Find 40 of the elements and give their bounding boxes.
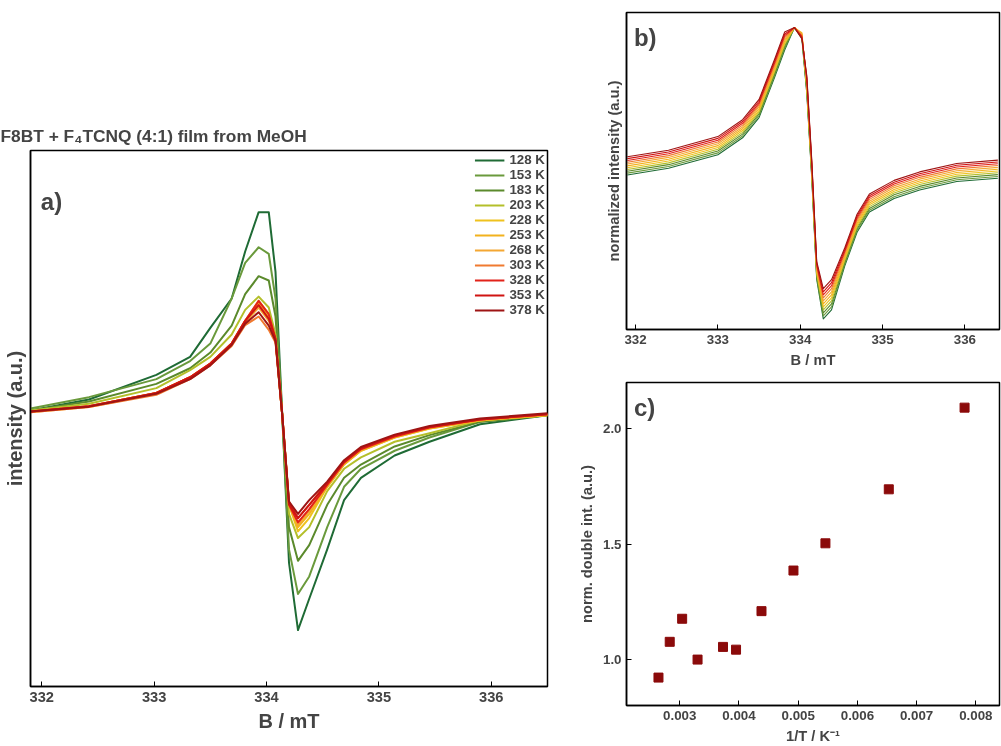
annotation: b): [633, 23, 657, 51]
legend-label: 268 K: [509, 242, 545, 257]
x-tick-label: 0.005: [781, 707, 816, 723]
y-axis-title: norm. double int. (a.u.): [578, 464, 595, 623]
legend-label: 253 K: [509, 227, 545, 242]
x-axis-title: 1/T / K⁻¹: [786, 727, 841, 744]
x-tick-label: 336: [479, 688, 504, 705]
y-axis-title: normalized intensity (a.u.): [605, 80, 622, 262]
x-axis-title: B / mT: [258, 709, 320, 732]
legend-label: 228 K: [509, 212, 545, 227]
x-tick-label: 334: [254, 688, 280, 705]
legend-label: 183 K: [509, 182, 545, 197]
y-tick-label: 2.0: [602, 421, 622, 437]
y-tick-label: 1.0: [602, 651, 622, 667]
x-tick-label: 0.007: [899, 707, 934, 723]
legend-label: 303 K: [509, 257, 545, 272]
chart-title: F8BT + F₄TCNQ (4:1) film from MeOH: [0, 125, 307, 146]
x-tick-label: 335: [871, 331, 895, 347]
x-tick-label: 0.003: [663, 707, 697, 723]
legend-label: 203 K: [509, 197, 545, 212]
legend-label: 378 K: [509, 302, 545, 317]
legend-label: 328 K: [509, 272, 545, 287]
x-tick-label: 0.008: [959, 707, 993, 723]
x-tick-label: 334: [789, 331, 812, 347]
x-tick-label: 335: [366, 688, 392, 705]
x-tick-label: 0.004: [722, 707, 757, 723]
x-tick-label: 333: [706, 331, 730, 347]
x-tick-label: 333: [141, 688, 167, 705]
y-tick-label: 1.5: [602, 536, 623, 552]
legend-label: 353 K: [509, 287, 545, 302]
annotation: a): [40, 187, 63, 215]
x-tick-label: 0.006: [840, 707, 875, 723]
x-tick-label: 332: [624, 331, 647, 347]
legend-label: 128 K: [509, 152, 545, 167]
annotation: c): [633, 394, 656, 422]
x-tick-label: 332: [29, 688, 54, 705]
x-tick-label: 336: [953, 331, 977, 347]
y-axis-title: intensity (a.u.): [3, 350, 26, 487]
legend-label: 153 K: [509, 167, 545, 182]
x-axis-title: B / mT: [790, 351, 836, 368]
